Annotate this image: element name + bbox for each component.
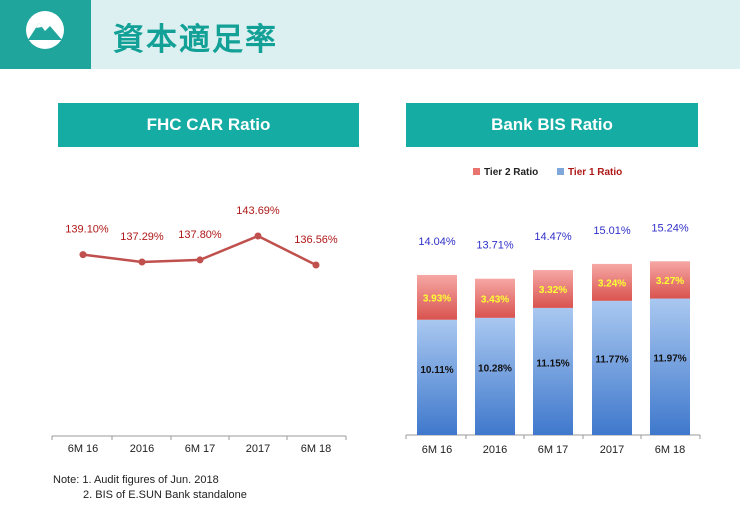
total-data-label: 15.01% [593, 225, 631, 237]
tier2-bar [417, 274, 457, 320]
fhc-data-point [254, 232, 262, 240]
tier1-bar [533, 307, 573, 435]
tier1-bar [650, 298, 690, 435]
tier2-data-label: 3.32% [539, 285, 567, 296]
tier2-bar [533, 270, 573, 308]
tier2-data-label: 3.93% [423, 293, 451, 304]
tier1-bar [475, 317, 515, 435]
tier2-bar [592, 263, 632, 301]
fhc-data-label: 136.56% [294, 234, 338, 246]
tier2-bar [475, 278, 515, 318]
bis-x-tick-label: 2017 [600, 444, 624, 456]
fhc-data-label: 143.69% [236, 205, 280, 217]
legend-tier2-swatch [473, 168, 480, 175]
fhc-x-tick-label: 2017 [246, 443, 270, 455]
note-line-2: 2. BIS of E.SUN Bank standalone [83, 489, 247, 501]
tier1-bar [417, 319, 457, 435]
fhc-x-tick-label: 6M 18 [301, 443, 332, 455]
tier1-data-label: 11.77% [595, 355, 628, 366]
bis-stacked-bar-chart: 10.11% 3.93% 14.04% 10.28% 3.43% 13.71% 11.15%… [405, 222, 701, 456]
note-line-1: Note: 1. Audit figures of Jun. 2018 [53, 474, 219, 486]
bis-chart-title: Bank BIS Ratio [406, 103, 698, 147]
tier1-data-label: 11.97% [653, 353, 686, 364]
fhc-x-tick-label: 6M 16 [68, 443, 99, 455]
tier2-bar [650, 261, 690, 299]
fhc-line-chart: 139.10% 137.29% 137.80% 143.69% 136.56% 6M 16… [51, 205, 347, 455]
legend-tier1-label: Tier 1 Ratio [568, 167, 623, 178]
fhc-data-point [79, 251, 87, 259]
legend-tier2: Tier 2 Ratio [473, 167, 538, 178]
fhc-data-label: 137.80% [178, 229, 222, 241]
total-data-label: 15.24% [651, 222, 689, 234]
tier2-data-label: 3.27% [656, 276, 684, 287]
bis-x-tick-label: 6M 17 [538, 444, 569, 456]
legend-tier1-swatch [557, 168, 564, 175]
fhc-data-label: 139.10% [65, 224, 109, 236]
bis-x-tick-label: 6M 18 [655, 444, 686, 456]
total-data-label: 13.71% [476, 240, 514, 252]
tier1-data-label: 10.11% [420, 365, 453, 376]
tier2-data-label: 3.24% [598, 278, 626, 289]
total-data-label: 14.47% [534, 231, 572, 243]
legend-tier2-label: Tier 2 Ratio [484, 167, 539, 178]
bis-x-tick-label: 6M 16 [422, 444, 453, 456]
tier1-bar [592, 300, 632, 435]
bis-x-tick-label: 2016 [483, 444, 507, 456]
tier1-data-label: 10.28% [478, 364, 512, 375]
fhc-x-tick-label: 2016 [130, 443, 154, 455]
mountain-logo-icon [26, 11, 64, 49]
header-bar [0, 0, 740, 69]
total-data-label: 14.04% [418, 236, 456, 248]
page-title: 資本適足率 [113, 22, 278, 58]
tier1-data-label: 11.15% [536, 358, 569, 369]
fhc-data-point [138, 258, 146, 266]
fhc-data-point [312, 261, 320, 269]
fhc-chart-title: FHC CAR Ratio [58, 103, 359, 147]
legend-tier1: Tier 1 Ratio [557, 167, 622, 178]
tier2-data-label: 3.43% [481, 294, 509, 305]
logo [0, 0, 91, 69]
fhc-data-label: 137.29% [120, 231, 164, 243]
fhc-data-point [196, 256, 204, 264]
fhc-x-tick-label: 6M 17 [185, 443, 216, 455]
